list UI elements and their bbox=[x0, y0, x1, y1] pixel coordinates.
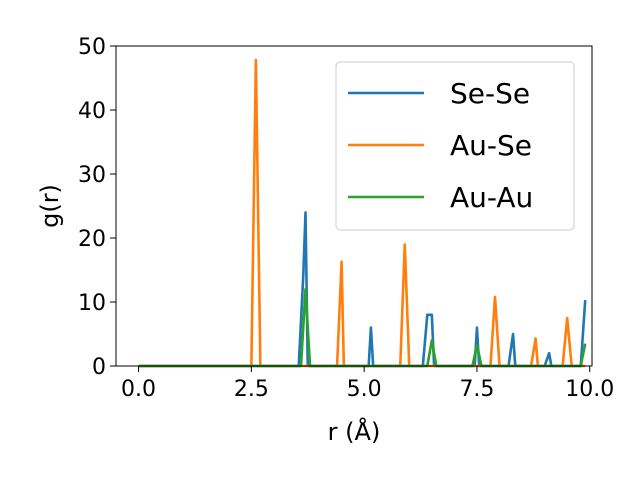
x-tick-label: 0.0 bbox=[121, 377, 156, 402]
y-axis-ticks: 0 10 20 30 40 50 bbox=[78, 35, 116, 380]
series-line-au-au bbox=[138, 287, 587, 368]
x-tick-label: 5.0 bbox=[347, 377, 382, 402]
y-tick-label: 20 bbox=[78, 227, 106, 252]
y-tick-label: 40 bbox=[78, 99, 106, 124]
y-axis-label: g(r) bbox=[36, 184, 64, 228]
legend-label-au-se: Au-Se bbox=[450, 129, 532, 162]
plot-frame bbox=[115, 45, 593, 367]
x-tick-label: 7.5 bbox=[459, 377, 494, 402]
legend-label-au-au: Au-Au bbox=[450, 181, 533, 214]
legend-label-se-se: Se-Se bbox=[450, 77, 530, 110]
y-tick-label: 0 bbox=[92, 355, 106, 380]
x-axis-label: r (Å) bbox=[328, 417, 381, 446]
x-tick-label: 10.0 bbox=[565, 377, 614, 402]
series-line-se-se bbox=[138, 211, 587, 368]
x-tick-label: 2.5 bbox=[234, 377, 269, 402]
legend: Se-Se Au-Se Au-Au bbox=[335, 61, 575, 231]
x-axis-ticks: 0.0 2.5 5.0 7.5 10.0 bbox=[121, 366, 614, 402]
legend-box bbox=[335, 61, 575, 231]
y-tick-label: 10 bbox=[78, 291, 106, 316]
y-tick-label: 50 bbox=[78, 35, 106, 60]
y-tick-label: 30 bbox=[78, 163, 106, 188]
